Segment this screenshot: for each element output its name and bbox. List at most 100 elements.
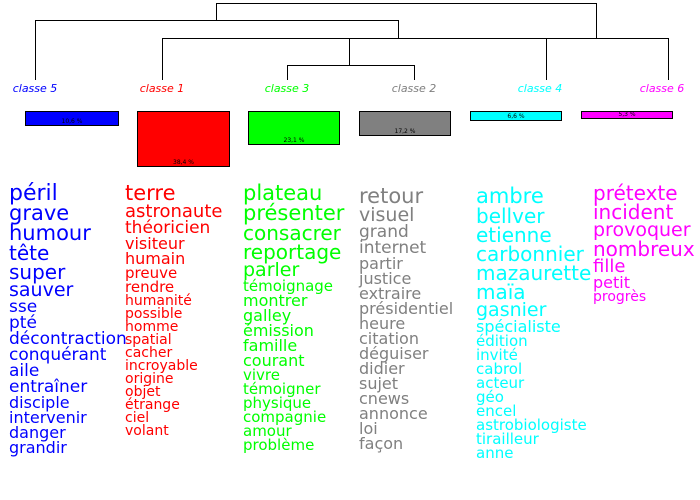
dendrogram-link-3-2 [287, 38, 415, 80]
class-word: incident [593, 200, 674, 224]
class-word: émission [243, 321, 314, 340]
class-word: déguiser [359, 344, 429, 363]
class-word: montrer [243, 291, 308, 310]
class-word: danger [9, 423, 66, 442]
class-word: carbonnier [476, 242, 584, 266]
class-word: ambre [476, 184, 544, 208]
dendrogram-link-root [216, 3, 597, 20]
class-word: fille [593, 256, 626, 277]
class-word: preuve [125, 264, 178, 282]
class-word: consacrer [243, 221, 341, 245]
class-label: classe 5 [12, 82, 58, 95]
class-word: géo [476, 388, 504, 406]
class-word: anne [476, 444, 514, 462]
class-share-bar: 23,1 % [248, 111, 340, 145]
class-label: classe 6 [639, 82, 685, 95]
class-share-bar: 38,4 % [137, 111, 230, 167]
class-word: justice [359, 269, 412, 288]
class-label: classe 2 [391, 82, 437, 95]
class-word: incroyable [125, 358, 198, 374]
class-word: visiteur [125, 234, 185, 253]
class-word: bellver [476, 204, 545, 228]
class-word: vivre [243, 366, 280, 384]
class-word: cnews [359, 389, 410, 408]
class-word: amour [243, 422, 292, 440]
class-share-percent: 10,6 % [61, 118, 83, 125]
class-word: loi [359, 419, 378, 438]
class-share-percent: 6,6 % [507, 113, 525, 120]
class-word: acteur [476, 374, 525, 392]
class-word: pté [9, 313, 37, 333]
class-word-list: péril grave humour tête super sauver sse pté déc… [9, 181, 127, 457]
class-word: famille [243, 336, 298, 355]
class-word: galley [243, 306, 292, 325]
class-word: possible [125, 306, 183, 322]
dendrogram-link-right-6 [596, 38, 669, 80]
class-word: grand [359, 222, 409, 242]
class-word: petit [593, 273, 630, 292]
class-word: super [9, 260, 66, 284]
class-word: maïa [476, 280, 526, 304]
class-word: témoigner [243, 380, 321, 398]
class-word: astrobiologiste [476, 416, 587, 434]
class-word: spatial [125, 332, 172, 348]
class-share-percent: 38,4 % [173, 159, 194, 166]
class-word: grandir [9, 438, 67, 457]
class-word: péril [9, 181, 58, 206]
class-word: théoricien [125, 218, 211, 238]
class-share-percent: 5,3 % [618, 111, 636, 118]
class-word: objet [125, 384, 161, 400]
class-word: entraîner [9, 377, 88, 397]
class-word: extraire [359, 284, 422, 303]
class-word: disciple [9, 393, 70, 412]
class-word: origine [125, 371, 174, 387]
class-word: annonce [359, 404, 428, 423]
class-share-bar: 17,2 % [359, 111, 451, 136]
class-word: retour [359, 184, 424, 208]
dendrogram-link-1-32 [162, 38, 547, 80]
class-word: astronaute [125, 201, 223, 222]
class-word: conquérant [9, 345, 107, 365]
class-share-percent: 23,1 % [283, 137, 305, 144]
class-label: classe 1 [139, 82, 185, 95]
class-word: humain [125, 249, 186, 268]
class-word: humour [9, 221, 91, 245]
class-word: homme [125, 319, 179, 335]
class-word: témoignage [243, 277, 334, 295]
class-word-list: plateau présenter consacrer reportage parler… [243, 183, 345, 454]
class-word: invité [476, 346, 518, 364]
class-word: sujet [359, 374, 399, 393]
class-word: didier [359, 359, 405, 378]
class-word: humanité [125, 293, 192, 309]
dendrogram-link-left [35, 20, 399, 80]
class-word: étrange [125, 397, 180, 413]
class-word-list: prétexte incident provoquer nombreux fille pe… [593, 181, 695, 305]
class-word: prétexte [593, 181, 678, 205]
class-word: problème [243, 436, 315, 454]
class-word: tête [9, 241, 50, 265]
class-word: nombreux [593, 237, 695, 261]
class-word: progrès [593, 289, 647, 305]
class-share-bar: 10,6 % [25, 111, 119, 126]
class-word: terre [125, 181, 176, 205]
class-word: rendre [125, 278, 175, 296]
class-word: présenter [243, 201, 345, 225]
class-word: sauver [9, 279, 74, 301]
class-word: parler [243, 259, 300, 281]
class-word: courant [243, 351, 305, 370]
class-word: sse [9, 297, 38, 317]
class-word: tirailleur [476, 430, 539, 448]
class-word: cacher [125, 345, 173, 361]
class-word: aile [9, 361, 40, 381]
class-share-percent: 17,2 % [394, 128, 416, 135]
class-word: décontraction [9, 329, 127, 349]
class-word: présidentiel [359, 299, 454, 318]
class-word: ciel [125, 410, 150, 426]
class-word: gasnier [476, 299, 547, 321]
class-word: cabrol [476, 360, 523, 378]
class-label: classe 3 [264, 82, 310, 95]
class-word: façon [359, 434, 404, 453]
class-word: reportage [243, 240, 342, 264]
